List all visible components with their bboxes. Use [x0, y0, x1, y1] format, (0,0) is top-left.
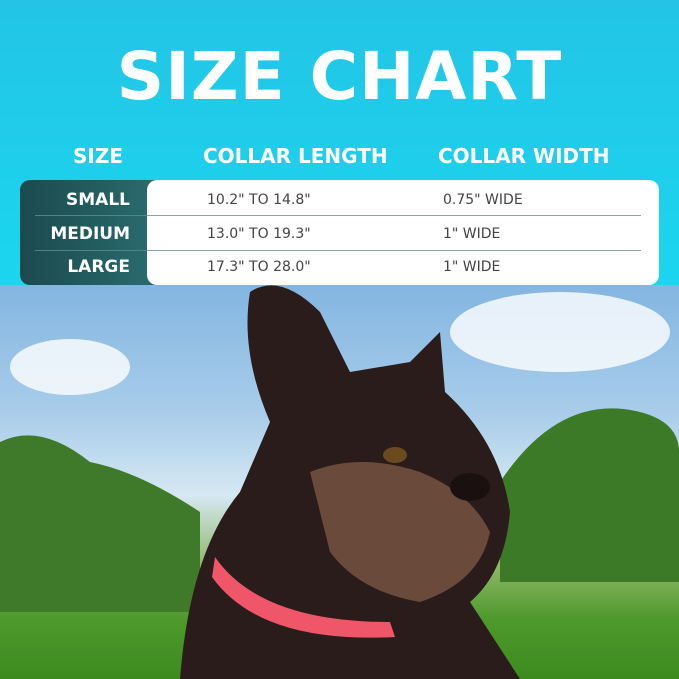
table-row: MEDIUM 13.0" TO 19.3" 1" WIDE	[20, 217, 640, 251]
table-row: SMALL 10.2" TO 14.8" 0.75" WIDE	[20, 183, 640, 217]
page-title: SIZE CHART	[116, 38, 563, 115]
divider	[35, 215, 147, 216]
collar-length: 13.0" TO 19.3"	[207, 226, 311, 242]
dog-photo	[0, 285, 679, 679]
divider	[147, 215, 641, 216]
collar-length: 10.2" TO 14.8"	[207, 192, 311, 208]
size-label: MEDIUM	[50, 224, 130, 244]
header-collar-width: COLLAR WIDTH	[438, 144, 610, 168]
collar-width: 0.75" WIDE	[443, 192, 523, 208]
divider	[147, 250, 641, 251]
collar-width: 1" WIDE	[443, 259, 501, 275]
size-label: LARGE	[67, 257, 130, 277]
collar-length: 17.3" TO 28.0"	[207, 259, 311, 275]
header-collar-length: COLLAR LENGTH	[203, 144, 388, 168]
size-column-panel	[20, 180, 170, 285]
collar-width: 1" WIDE	[443, 226, 501, 242]
size-table-panel	[147, 180, 659, 285]
divider	[35, 250, 147, 251]
header-size: SIZE	[73, 144, 124, 168]
table-row: LARGE 17.3" TO 28.0" 1" WIDE	[20, 250, 640, 284]
size-label: SMALL	[66, 190, 130, 210]
